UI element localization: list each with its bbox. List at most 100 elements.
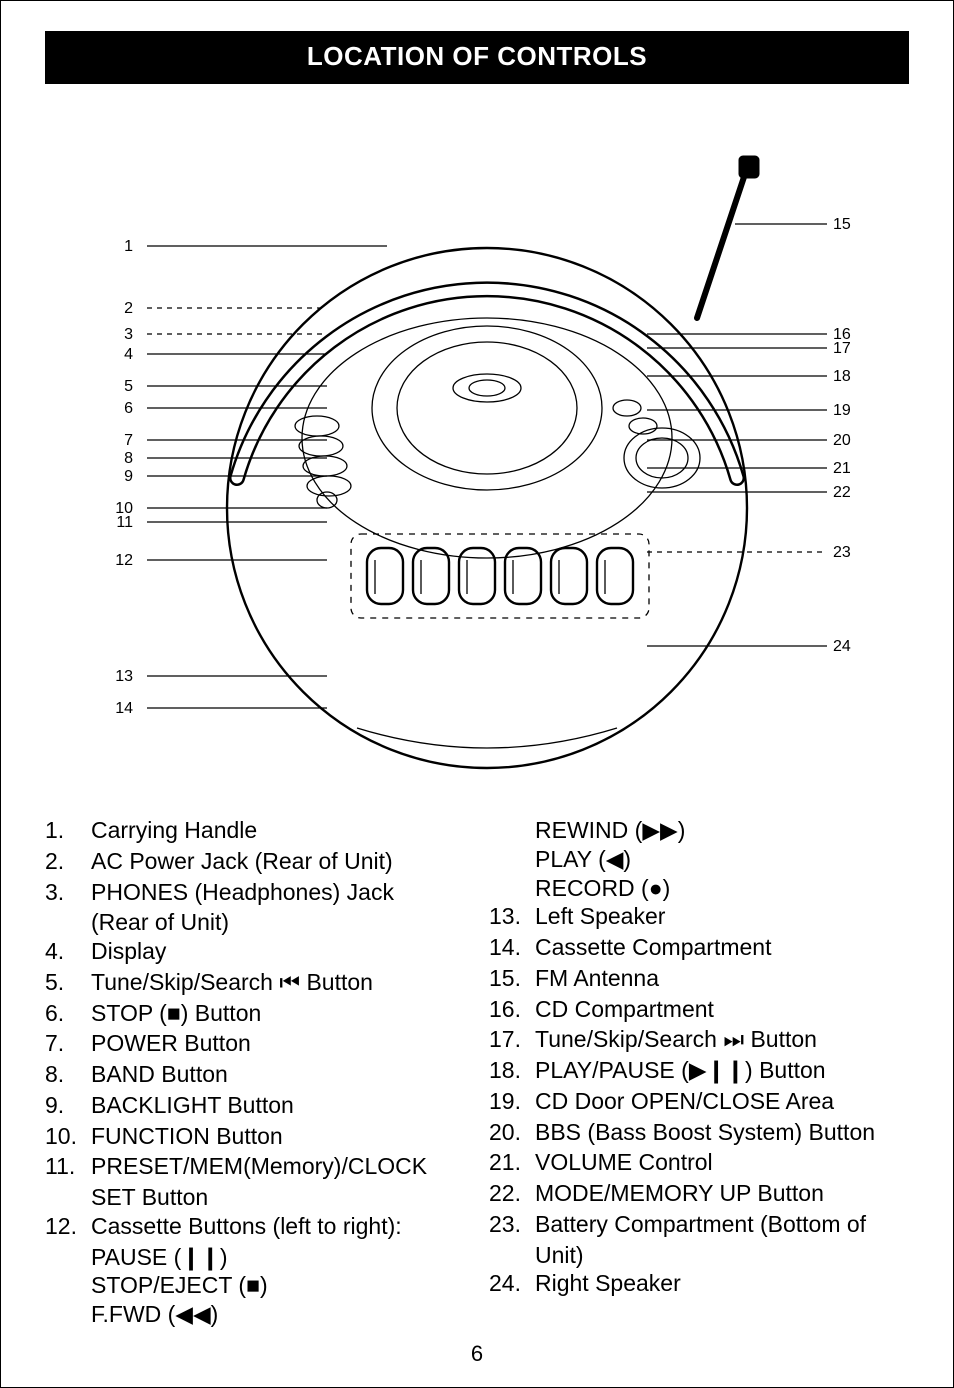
- control-item-number: 9.: [45, 1091, 91, 1120]
- control-item-number: 1.: [45, 816, 91, 845]
- control-item-number: 6.: [45, 999, 91, 1028]
- control-item-number: 10.: [45, 1122, 91, 1151]
- control-item: 20.BBS (Bass Boost System) Button: [489, 1118, 909, 1147]
- control-item: 18.PLAY/PAUSE (▶❙❙) Button: [489, 1056, 909, 1085]
- control-item-text: Right Speaker: [535, 1269, 909, 1298]
- control-item-number: 16.: [489, 995, 535, 1024]
- control-item: 10.FUNCTION Button: [45, 1122, 465, 1151]
- control-item: 5.Tune/Skip/Search ⏮ Button: [45, 968, 465, 997]
- control-item-text: FUNCTION Button: [91, 1122, 465, 1151]
- control-item-number: 7.: [45, 1029, 91, 1058]
- svg-text:18: 18: [833, 368, 851, 385]
- control-item-text: POWER Button: [91, 1029, 465, 1058]
- control-item-subline: STOP/EJECT (■): [45, 1271, 465, 1300]
- control-item-number: 2.: [45, 847, 91, 876]
- control-item: 11.PRESET/MEM(Memory)/CLOCK: [45, 1152, 465, 1181]
- control-item-text: PHONES (Headphones) Jack: [91, 878, 465, 907]
- controls-diagram-svg: 123456789101112131415161718192021222324: [87, 108, 867, 798]
- svg-text:24: 24: [833, 638, 851, 655]
- svg-text:1: 1: [124, 238, 133, 255]
- svg-text:21: 21: [833, 460, 851, 477]
- control-item-text: Cassette Compartment: [535, 933, 909, 962]
- control-item-text: CD Compartment: [535, 995, 909, 1024]
- svg-text:19: 19: [833, 402, 851, 419]
- svg-text:17: 17: [833, 340, 851, 357]
- svg-text:3: 3: [124, 326, 133, 343]
- control-item-subline: PAUSE (❙❙): [45, 1243, 465, 1272]
- control-item: 7.POWER Button: [45, 1029, 465, 1058]
- control-item-subline: REWIND (▶▶): [489, 816, 909, 845]
- controls-diagram: 123456789101112131415161718192021222324: [45, 108, 909, 798]
- control-item: 13.Left Speaker: [489, 902, 909, 931]
- control-item-number: 21.: [489, 1148, 535, 1177]
- svg-text:8: 8: [124, 450, 133, 467]
- control-item-number: 3.: [45, 878, 91, 907]
- control-item-subline: (Rear of Unit): [45, 908, 465, 937]
- svg-text:6: 6: [124, 400, 133, 417]
- section-title: LOCATION OF CONTROLS: [45, 31, 909, 84]
- controls-list: 1.Carrying Handle2.AC Power Jack (Rear o…: [45, 816, 909, 1329]
- svg-text:9: 9: [124, 468, 133, 485]
- control-item-text: Tune/Skip/Search ⏮ Button: [91, 968, 465, 997]
- control-item-number: 4.: [45, 937, 91, 966]
- control-item: 17.Tune/Skip/Search ⏭ Button: [489, 1025, 909, 1054]
- control-item-text: AC Power Jack (Rear of Unit): [91, 847, 465, 876]
- control-item-text: Cassette Buttons (left to right):: [91, 1212, 465, 1241]
- control-item-text: Carrying Handle: [91, 816, 465, 845]
- svg-text:14: 14: [115, 700, 133, 717]
- control-item-number: 22.: [489, 1179, 535, 1208]
- control-item: 1.Carrying Handle: [45, 816, 465, 845]
- control-item-text: BAND Button: [91, 1060, 465, 1089]
- control-item-text: Battery Compartment (Bottom of: [535, 1210, 909, 1239]
- control-item-subline: PLAY (◀): [489, 845, 909, 874]
- control-item-text: FM Antenna: [535, 964, 909, 993]
- control-item-number: 15.: [489, 964, 535, 993]
- svg-text:22: 22: [833, 484, 851, 501]
- control-item: 15.FM Antenna: [489, 964, 909, 993]
- control-item-number: 13.: [489, 902, 535, 931]
- controls-list-left-col: 1.Carrying Handle2.AC Power Jack (Rear o…: [45, 816, 465, 1329]
- control-item: 4.Display: [45, 937, 465, 966]
- control-item-number: 23.: [489, 1210, 535, 1239]
- control-item-number: 19.: [489, 1087, 535, 1116]
- control-item: 6.STOP (■) Button: [45, 999, 465, 1028]
- control-item-number: 14.: [489, 933, 535, 962]
- control-item: 9.BACKLIGHT Button: [45, 1091, 465, 1120]
- control-item: 14.Cassette Compartment: [489, 933, 909, 962]
- control-item-text: BACKLIGHT Button: [91, 1091, 465, 1120]
- svg-text:13: 13: [115, 668, 133, 685]
- control-item: 2.AC Power Jack (Rear of Unit): [45, 847, 465, 876]
- page-number: 6: [1, 1341, 953, 1367]
- control-item-text: VOLUME Control: [535, 1148, 909, 1177]
- svg-text:4: 4: [124, 346, 133, 363]
- control-item-number: 11.: [45, 1152, 91, 1181]
- svg-text:12: 12: [115, 552, 133, 569]
- svg-text:2: 2: [124, 300, 133, 317]
- control-item-subline: SET Button: [45, 1183, 465, 1212]
- control-item: 19.CD Door OPEN/CLOSE Area: [489, 1087, 909, 1116]
- control-item-number: 20.: [489, 1118, 535, 1147]
- svg-text:20: 20: [833, 432, 851, 449]
- control-item-number: 12.: [45, 1212, 91, 1241]
- control-item: 12.Cassette Buttons (left to right):: [45, 1212, 465, 1241]
- control-item-text: BBS (Bass Boost System) Button: [535, 1118, 909, 1147]
- svg-text:5: 5: [124, 378, 133, 395]
- control-item-number: 24.: [489, 1269, 535, 1298]
- control-item: 16.CD Compartment: [489, 995, 909, 1024]
- svg-text:23: 23: [833, 544, 851, 561]
- control-item-text: STOP (■) Button: [91, 999, 465, 1028]
- control-item-text: Tune/Skip/Search ⏭ Button: [535, 1025, 909, 1054]
- control-item-number: 17.: [489, 1025, 535, 1054]
- controls-list-right-col: REWIND (▶▶)PLAY (◀)RECORD (●) 13.Left Sp…: [489, 816, 909, 1329]
- control-item-number: 5.: [45, 968, 91, 997]
- svg-text:11: 11: [116, 514, 133, 531]
- page: LOCATION OF CONTROLS 1234567891011121314…: [0, 0, 954, 1388]
- control-item: 24.Right Speaker: [489, 1269, 909, 1298]
- control-item: 21.VOLUME Control: [489, 1148, 909, 1177]
- control-item-number: 8.: [45, 1060, 91, 1089]
- control-item-number: 18.: [489, 1056, 535, 1085]
- control-item-text: MODE/MEMORY UP Button: [535, 1179, 909, 1208]
- control-item-subline: RECORD (●): [489, 874, 909, 903]
- control-item-subline: F.FWD (◀◀): [45, 1300, 465, 1329]
- control-item: 3.PHONES (Headphones) Jack: [45, 878, 465, 907]
